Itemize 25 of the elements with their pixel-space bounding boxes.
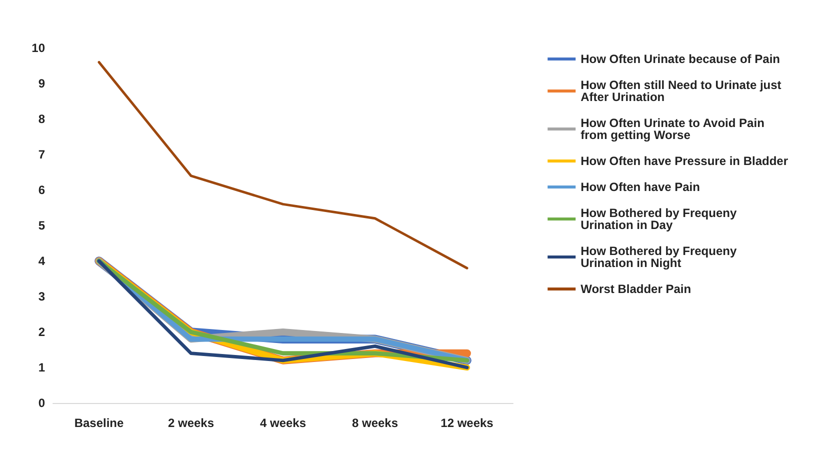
legend-label: How Often Urinate to Avoid Pain from getting Worse <box>580 116 768 142</box>
y-tick-label: 0 <box>38 396 46 410</box>
x-tick-label: 2 weeks <box>168 416 214 430</box>
x-tick-label: Baseline <box>74 416 124 430</box>
legend-label: How Bothered by Frequeny Urination in Day <box>580 206 740 232</box>
y-tick-label: 8 <box>38 112 46 126</box>
y-tick-label: 9 <box>38 76 46 90</box>
y-tick-label: 10 <box>32 41 46 55</box>
legend-label: How Bothered by Frequeny Urination in Night <box>580 244 740 270</box>
y-tick-label: 6 <box>38 183 46 197</box>
y-tick-label: 7 <box>38 148 46 162</box>
legend-label: How Often have Pain <box>580 180 700 194</box>
line-series <box>98 60 468 270</box>
legend-label: How Often Urinate because of Pain <box>580 52 780 66</box>
x-tick-label: 4 weeks <box>260 416 306 430</box>
x-tick-label: 8 weeks <box>352 416 398 430</box>
y-tick-label: 1 <box>38 360 46 374</box>
y-tick-label: 3 <box>38 290 46 304</box>
y-tick-label: 2 <box>38 325 46 339</box>
legend-label: Worst Bladder Pain <box>580 282 692 296</box>
y-tick-label: 4 <box>38 254 46 268</box>
legend-label: How Often still Need to Urinate just After Urination <box>580 78 785 104</box>
legend-label: How Often have Pressure in Bladder <box>580 154 788 168</box>
y-tick-label: 5 <box>38 218 46 232</box>
x-tick-label: 12 weeks <box>440 416 494 430</box>
